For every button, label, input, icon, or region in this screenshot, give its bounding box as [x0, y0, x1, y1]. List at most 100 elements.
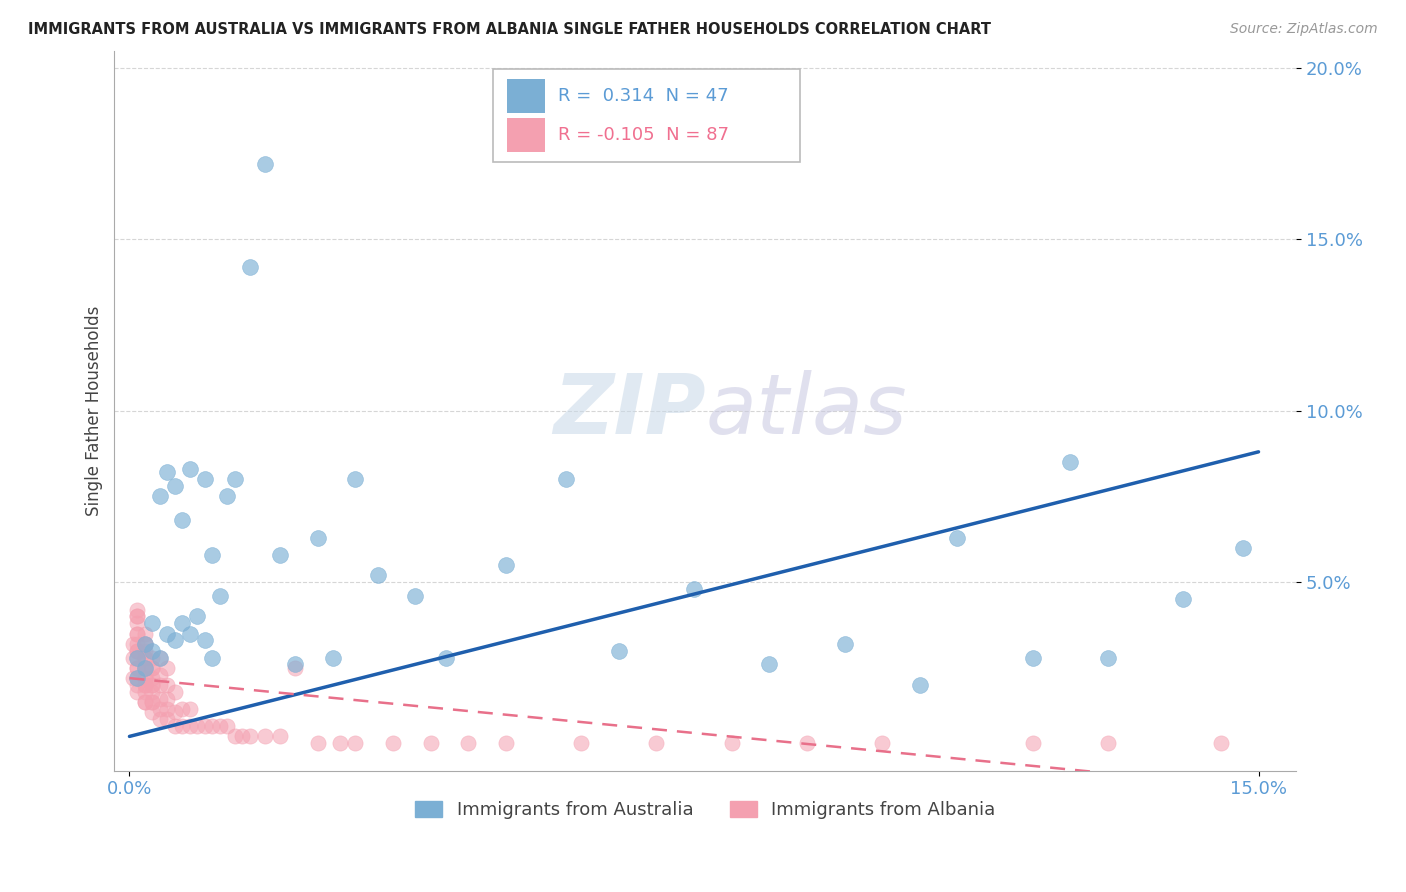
Point [134, 678, 156, 692]
Point [125, 661, 148, 675]
Point [148, 712, 170, 726]
Point [134, 671, 156, 685]
Point [569, 736, 592, 750]
Point [134, 637, 156, 651]
Point [307, 736, 329, 750]
Point [134, 661, 156, 675]
Point [125, 671, 148, 685]
Point [1209, 736, 1232, 750]
Point [125, 609, 148, 624]
Point [495, 736, 517, 750]
Point [172, 702, 194, 716]
Point [645, 736, 668, 750]
Point [125, 626, 148, 640]
Point [134, 661, 156, 675]
Point [1232, 541, 1254, 555]
Point [148, 678, 170, 692]
Point [231, 730, 253, 744]
Point [134, 650, 156, 665]
Point [134, 695, 156, 709]
Point [163, 479, 186, 493]
Point [156, 626, 179, 640]
Point [141, 685, 163, 699]
Point [179, 626, 201, 640]
Point [224, 472, 246, 486]
Point [141, 695, 163, 709]
Point [156, 678, 179, 692]
Point [217, 719, 239, 733]
Point [405, 589, 427, 603]
Point [284, 657, 307, 672]
Point [208, 589, 231, 603]
Point [148, 702, 170, 716]
Point [239, 260, 262, 274]
Point [186, 609, 208, 624]
Point [208, 719, 231, 733]
Point [495, 558, 517, 572]
Point [141, 616, 163, 631]
Point [344, 736, 367, 750]
Point [322, 650, 344, 665]
Point [1097, 736, 1119, 750]
Point [908, 678, 931, 692]
Point [156, 691, 179, 706]
Point [148, 667, 170, 681]
Text: atlas: atlas [706, 370, 907, 451]
Point [141, 678, 163, 692]
Point [239, 730, 262, 744]
Point [141, 643, 163, 657]
Point [457, 736, 479, 750]
Y-axis label: Single Father Households: Single Father Households [86, 305, 103, 516]
Point [148, 650, 170, 665]
Point [269, 730, 291, 744]
Point [122, 671, 145, 685]
Point [172, 513, 194, 527]
Point [141, 706, 163, 720]
Point [720, 736, 742, 750]
Point [134, 643, 156, 657]
FancyBboxPatch shape [506, 118, 544, 152]
FancyBboxPatch shape [506, 79, 544, 113]
Point [163, 719, 186, 733]
Point [1173, 592, 1195, 607]
Point [284, 661, 307, 675]
Point [134, 626, 156, 640]
Point [122, 637, 145, 651]
Point [134, 678, 156, 692]
Point [217, 490, 239, 504]
Point [141, 695, 163, 709]
Point [125, 626, 148, 640]
Point [1022, 736, 1045, 750]
Point [134, 661, 156, 675]
Point [125, 616, 148, 631]
Point [307, 531, 329, 545]
Text: R = -0.105  N = 87: R = -0.105 N = 87 [558, 126, 728, 144]
FancyBboxPatch shape [492, 69, 800, 162]
Point [125, 650, 148, 665]
Point [148, 691, 170, 706]
Point [683, 582, 706, 596]
Point [367, 568, 389, 582]
Point [269, 548, 291, 562]
Point [141, 661, 163, 675]
Point [381, 736, 404, 750]
Point [134, 685, 156, 699]
Point [834, 637, 856, 651]
Point [607, 643, 630, 657]
Point [179, 719, 201, 733]
Point [134, 637, 156, 651]
Point [194, 472, 217, 486]
Point [156, 661, 179, 675]
Point [555, 472, 578, 486]
Point [419, 736, 441, 750]
Point [125, 643, 148, 657]
Point [125, 643, 148, 657]
Point [194, 719, 217, 733]
Text: ZIP: ZIP [553, 370, 706, 451]
Point [163, 706, 186, 720]
Point [344, 472, 367, 486]
Point [201, 719, 224, 733]
Point [134, 695, 156, 709]
Point [125, 650, 148, 665]
Point [148, 650, 170, 665]
